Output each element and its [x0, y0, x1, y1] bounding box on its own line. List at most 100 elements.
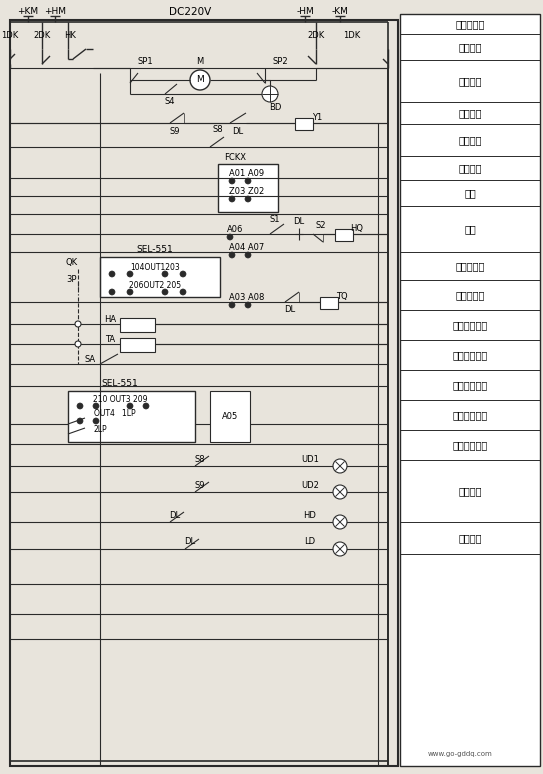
Text: 3P: 3P [67, 275, 77, 283]
Text: DL: DL [285, 306, 295, 314]
Bar [10, 20, 398, 766]
Text: 试验位置指示: 试验位置指示 [452, 410, 488, 420]
Text: M: M [196, 76, 204, 84]
Text: +HM: +HM [44, 6, 66, 15]
Text: S8: S8 [213, 125, 223, 133]
Text: 控制小母线: 控制小母线 [456, 19, 485, 29]
Text: HQ: HQ [350, 224, 363, 232]
Text: 合闸指示: 合闸指示 [458, 486, 482, 496]
Circle shape [143, 403, 149, 409]
Circle shape [180, 289, 186, 295]
Text: UD1: UD1 [301, 454, 319, 464]
Text: S8: S8 [195, 454, 205, 464]
Text: TQ: TQ [336, 292, 348, 300]
Circle shape [262, 86, 278, 102]
Bar [68, 391, 195, 442]
Circle shape [75, 341, 81, 347]
Text: 2DK: 2DK [33, 32, 50, 40]
Text: 104OUT1203: 104OUT1203 [130, 262, 180, 272]
Text: 空气开关: 空气开关 [458, 42, 482, 52]
Text: 通合: 通合 [464, 188, 476, 198]
Text: 通跳: 通跳 [464, 224, 476, 234]
Text: TA: TA [105, 334, 115, 344]
Text: 就地手合闸: 就地手合闸 [456, 261, 485, 271]
Circle shape [190, 70, 210, 90]
Text: S9: S9 [195, 481, 205, 489]
Text: DL: DL [232, 126, 244, 135]
Text: 速断保护跳闸: 速断保护跳闸 [452, 350, 488, 360]
Text: DL: DL [185, 537, 195, 546]
Text: 跳闸指示: 跳闸指示 [458, 533, 482, 543]
Circle shape [333, 542, 347, 556]
Circle shape [229, 178, 235, 184]
Text: DL: DL [293, 217, 305, 227]
Circle shape [245, 252, 251, 258]
Text: 2LP: 2LP [93, 424, 107, 433]
Text: 过流保护跳闸: 过流保护跳闸 [452, 380, 488, 390]
Circle shape [333, 485, 347, 499]
Text: -HM: -HM [296, 6, 314, 15]
Bar [335, 229, 353, 241]
Text: A05: A05 [222, 412, 238, 421]
Text: +KM: +KM [17, 6, 39, 15]
Text: 闭锁回路: 闭锁回路 [458, 108, 482, 118]
Text: HA: HA [104, 314, 116, 324]
Circle shape [93, 418, 99, 424]
Text: M: M [197, 57, 204, 67]
Circle shape [77, 418, 83, 424]
Circle shape [93, 403, 99, 409]
Text: QK: QK [66, 258, 78, 266]
Text: SEL-551: SEL-551 [102, 378, 138, 388]
Circle shape [333, 459, 347, 473]
Circle shape [245, 302, 251, 308]
Text: 1DK: 1DK [343, 32, 361, 40]
Text: SP2: SP2 [272, 57, 288, 67]
Circle shape [109, 289, 115, 295]
Text: HK: HK [64, 32, 76, 40]
Circle shape [127, 271, 133, 277]
Text: FCKX: FCKX [224, 153, 246, 163]
Text: LD: LD [305, 537, 315, 546]
Text: 工作位置指示: 工作位置指示 [452, 440, 488, 450]
Text: www.go-gddq.com: www.go-gddq.com [428, 751, 493, 757]
Text: OUT4   1LP: OUT4 1LP [94, 409, 136, 419]
Text: DC220V: DC220V [169, 7, 211, 17]
Circle shape [229, 252, 235, 258]
Circle shape [77, 403, 83, 409]
Text: SA: SA [85, 354, 96, 364]
Text: 操作电源: 操作电源 [458, 135, 482, 145]
Text: Y1: Y1 [312, 112, 322, 122]
Text: 2DK: 2DK [307, 32, 325, 40]
Text: 就地手跳闸: 就地手跳闸 [456, 290, 485, 300]
Circle shape [333, 515, 347, 529]
Bar [320, 297, 338, 309]
Text: 现场紧急跳闸: 现场紧急跳闸 [452, 320, 488, 330]
Bar [295, 118, 313, 130]
Bar [210, 391, 250, 442]
Text: 206OUT2 205: 206OUT2 205 [129, 280, 181, 289]
Circle shape [127, 403, 133, 409]
Bar [400, 14, 540, 766]
Text: A01 A09: A01 A09 [230, 169, 264, 177]
Circle shape [245, 178, 251, 184]
Circle shape [162, 289, 168, 295]
Text: S4: S4 [165, 98, 175, 107]
Text: A03 A08: A03 A08 [229, 293, 264, 302]
Text: 210 OUT3 209: 210 OUT3 209 [93, 395, 147, 403]
Text: UD2: UD2 [301, 481, 319, 489]
Circle shape [180, 271, 186, 277]
Text: 储能回路: 储能回路 [458, 76, 482, 86]
Circle shape [75, 321, 81, 327]
Text: A04 A07: A04 A07 [229, 242, 264, 252]
Circle shape [229, 196, 235, 202]
Text: Z03 Z02: Z03 Z02 [229, 187, 264, 196]
Text: A06: A06 [227, 224, 243, 234]
Text: S2: S2 [315, 221, 326, 231]
Text: 1DK: 1DK [2, 32, 18, 40]
Bar [100, 257, 220, 297]
Circle shape [162, 271, 168, 277]
Text: DL: DL [169, 511, 181, 519]
Text: 测控电源: 测控电源 [458, 163, 482, 173]
Text: BD: BD [269, 104, 281, 112]
Bar [120, 338, 155, 352]
